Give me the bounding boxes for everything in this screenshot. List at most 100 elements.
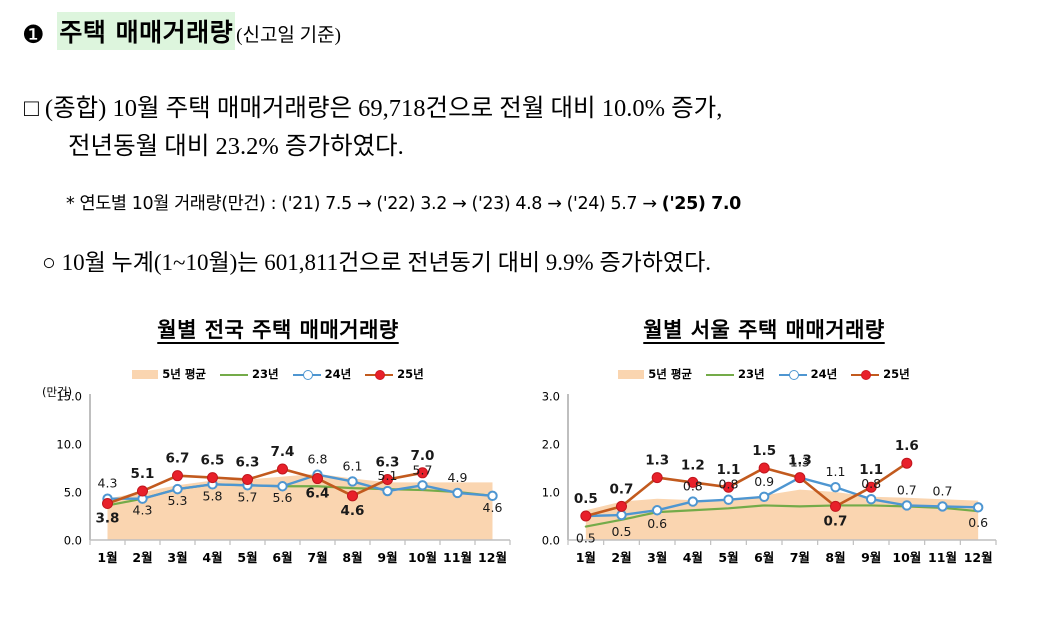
legend-item-avg5: 5년 평균 (618, 366, 692, 382)
area-swatch-icon (618, 369, 645, 379)
legend-item-2024: 24년 (292, 366, 352, 382)
svg-text:5.1: 5.1 (131, 466, 155, 482)
green-line-icon (219, 369, 248, 380)
svg-text:1월: 1월 (576, 550, 596, 565)
svg-text:5.3: 5.3 (168, 493, 188, 508)
svg-text:10.0: 10.0 (56, 438, 82, 452)
svg-text:0.8: 0.8 (719, 477, 739, 492)
svg-text:0.7: 0.7 (610, 481, 634, 497)
svg-text:0.5: 0.5 (574, 491, 598, 507)
svg-text:7.0: 7.0 (411, 448, 435, 464)
svg-text:6.4: 6.4 (306, 486, 330, 502)
page-subtitle: (신고일 기준) (236, 25, 341, 46)
svg-text:1.1: 1.1 (859, 462, 883, 478)
svg-text:4.6: 4.6 (341, 503, 365, 519)
svg-text:6.8: 6.8 (308, 452, 328, 467)
chart-national: 월별 전국 주택 매매거래량 5년 평균 23년 24년 25년 (만건) 0.… (38, 312, 518, 602)
legend-item-2025: 25년 (365, 366, 424, 382)
svg-text:5.1: 5.1 (378, 468, 398, 483)
svg-text:7월: 7월 (307, 550, 327, 565)
svg-text:3.0: 3.0 (542, 390, 560, 404)
legend-item-avg5: 5년 평균 (132, 366, 206, 382)
chart-national-plot: (만건) 0.0 5.0 10.0 15.0 4.3 5.3 5.8 5.7 5.6 4.6 4.3… (38, 385, 518, 588)
chart-national-title: 월별 전국 주택 매매거래량 (157, 318, 399, 342)
svg-text:1월: 1월 (97, 550, 117, 565)
svg-text:1.6: 1.6 (895, 438, 919, 454)
svg-text:0.0: 0.0 (64, 534, 82, 548)
svg-text:6.5: 6.5 (201, 453, 225, 469)
svg-text:2월: 2월 (132, 550, 152, 565)
yearly-note: * 연도별 10월 거래량(만건) : ('21) 7.5 → ('22) 3.… (66, 190, 741, 215)
svg-text:6월: 6월 (272, 550, 292, 565)
svg-text:5.0: 5.0 (64, 486, 82, 500)
svg-text:12월: 12월 (478, 550, 507, 565)
svg-text:1.1: 1.1 (717, 462, 741, 478)
svg-text:9월: 9월 (377, 550, 397, 565)
svg-text:6월: 6월 (754, 550, 774, 565)
svg-text:1.2: 1.2 (681, 457, 705, 473)
svg-text:1.0: 1.0 (542, 486, 560, 500)
svg-text:6.3: 6.3 (236, 455, 260, 471)
svg-text:9월: 9월 (861, 550, 881, 565)
area-swatch-icon (132, 369, 159, 379)
page-title: 주택 매매거래량 (57, 12, 236, 50)
yearly-note-prefix: * 연도별 10월 거래량(만건) : ('21) 7.5 → ('22) 3.… (66, 194, 662, 214)
svg-text:2월: 2월 (611, 550, 631, 565)
svg-text:8월: 8월 (825, 550, 845, 565)
svg-text:4.9: 4.9 (448, 470, 468, 485)
svg-text:15.0: 15.0 (56, 390, 82, 404)
svg-text:6.7: 6.7 (166, 451, 190, 467)
chart-national-legend: 5년 평균 23년 24년 25년 (38, 366, 518, 382)
svg-text:0.6: 0.6 (968, 515, 988, 530)
svg-text:5월: 5월 (237, 550, 257, 565)
svg-text:0.8: 0.8 (683, 479, 703, 494)
legend-item-2023: 23년 (705, 366, 765, 382)
section-number-badge: ❶ (22, 20, 45, 49)
svg-text:5.7: 5.7 (413, 462, 433, 477)
svg-text:4월: 4월 (202, 550, 222, 565)
summary-line-2: 전년동월 대비 23.2% 증가하였다. (68, 132, 404, 160)
svg-text:7.4: 7.4 (271, 444, 295, 460)
legend-label-2023: 23년 (737, 367, 765, 381)
legend-item-2025: 25년 (851, 366, 910, 382)
blue-line-marker-icon (778, 369, 807, 380)
svg-text:1.5: 1.5 (752, 443, 776, 459)
svg-text:2.0: 2.0 (542, 438, 560, 452)
svg-text:11월: 11월 (928, 550, 957, 565)
legend-label-2024: 24년 (810, 367, 838, 381)
svg-text:1.3: 1.3 (645, 453, 669, 469)
legend-item-2023: 23년 (219, 366, 279, 382)
svg-text:5.8: 5.8 (203, 488, 223, 503)
svg-text:0.9: 0.9 (754, 474, 774, 489)
legend-label-2024: 24년 (324, 367, 352, 381)
svg-text:3.8: 3.8 (96, 511, 120, 527)
chart-national-svg: 0.0 5.0 10.0 15.0 4.3 5.3 5.8 5.7 5.6 4.6 4.3 6.8 6.… (56, 390, 511, 565)
summary-line-1: □ (종합) 10월 주택 매매거래량은 69,718건으로 전월 대비 10.… (24, 95, 723, 122)
svg-text:7월: 7월 (790, 550, 810, 565)
svg-text:0.7: 0.7 (824, 513, 848, 529)
svg-text:8월: 8월 (342, 550, 362, 565)
svg-text:12월: 12월 (964, 550, 993, 565)
svg-text:4.3: 4.3 (98, 476, 118, 491)
svg-text:4.6: 4.6 (483, 500, 503, 515)
svg-text:0.5: 0.5 (612, 524, 632, 539)
svg-text:0.6: 0.6 (647, 516, 667, 531)
legend-label-avg5: 5년 평균 (648, 367, 692, 381)
svg-text:1.1: 1.1 (826, 464, 846, 479)
summary-paragraph: □ (종합) 10월 주택 매매거래량은 69,718건으로 전월 대비 10.… (24, 90, 1014, 166)
cumulative-paragraph: ○ 10월 누계(1~10월)는 601,811건으로 전년동기 대비 9.9%… (42, 250, 711, 275)
chart-seoul: 월별 서울 주택 매매거래량 5년 평균 23년 24년 25년 0.0 1.0 2… (524, 312, 1004, 602)
svg-text:11월: 11월 (443, 550, 472, 565)
legend-item-2024: 24년 (778, 366, 838, 382)
legend-label-avg5: 5년 평균 (162, 367, 206, 381)
svg-text:6.1: 6.1 (343, 458, 363, 473)
svg-text:3월: 3월 (167, 550, 187, 565)
chart-seoul-legend: 5년 평균 23년 24년 25년 (524, 366, 1004, 382)
svg-text:0.5: 0.5 (576, 531, 596, 546)
blue-line-marker-icon (292, 369, 321, 380)
svg-text:3월: 3월 (647, 550, 667, 565)
chart-seoul-title: 월별 서울 주택 매매거래량 (643, 318, 885, 342)
svg-text:0.0: 0.0 (542, 534, 560, 548)
svg-text:5월: 5월 (718, 550, 738, 565)
svg-text:4월: 4월 (683, 550, 703, 565)
